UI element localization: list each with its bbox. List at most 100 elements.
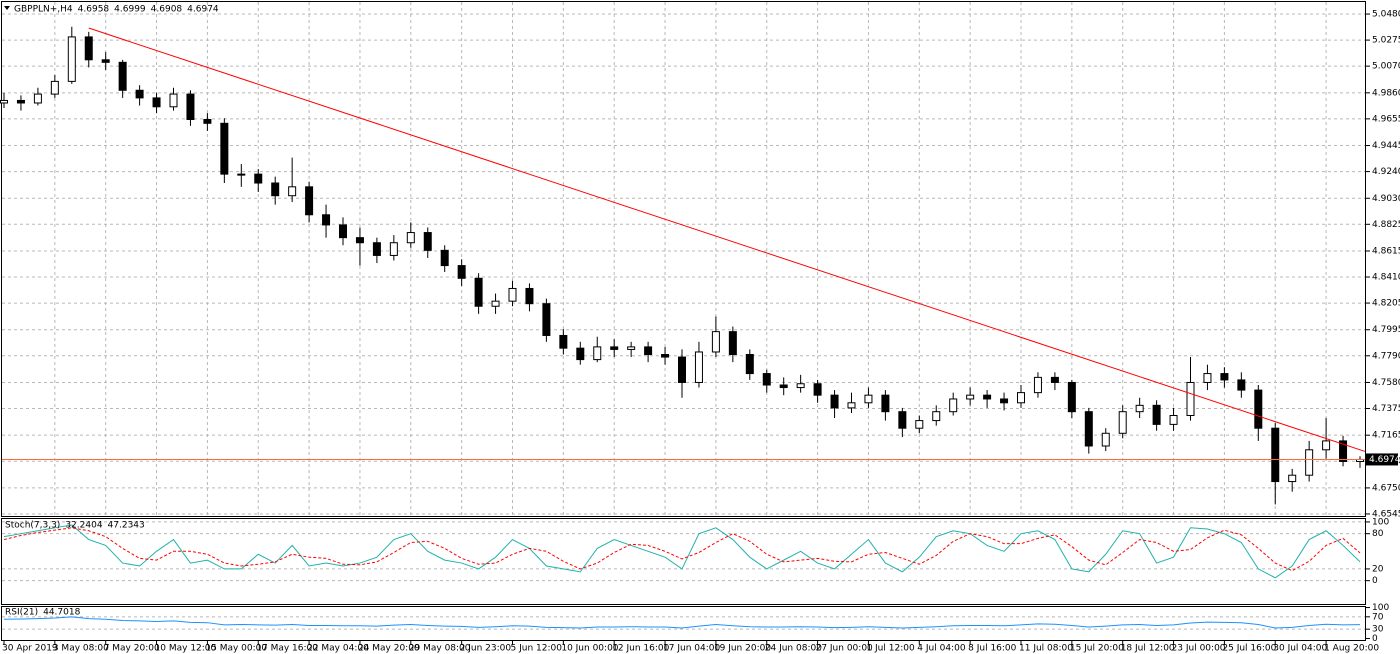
x-tick-label: 24 Jun 08:00 bbox=[765, 644, 822, 654]
menu-arrow[interactable] bbox=[4, 6, 10, 10]
candle-body bbox=[847, 402, 856, 409]
header-text: 4.6908 bbox=[151, 5, 183, 15]
y-tick-label: 4.8825 bbox=[1372, 220, 1400, 230]
candle-body bbox=[372, 242, 381, 256]
header-text: 4.6974 bbox=[187, 5, 219, 15]
y-tick-label: 4.9655 bbox=[1372, 114, 1400, 124]
candle-body bbox=[1220, 373, 1229, 381]
candle-body bbox=[16, 99, 25, 104]
x-tick-label: 23 Jul 00:00 bbox=[1172, 644, 1226, 654]
candle-body bbox=[50, 80, 59, 95]
candle-body bbox=[813, 383, 822, 396]
x-tick-label: 12 Jun 16:00 bbox=[612, 644, 669, 654]
candle-body bbox=[983, 394, 992, 400]
main-panel bbox=[1, 1, 1366, 517]
candle-body bbox=[33, 93, 42, 104]
header-text: GBPPLN+,H4 bbox=[14, 5, 73, 15]
x-tick-label: 19 Jun 20:00 bbox=[714, 644, 771, 654]
candle-body bbox=[762, 373, 771, 386]
x-tick-label: 17 Jun 04:00 bbox=[663, 644, 720, 654]
candle-body bbox=[1305, 449, 1314, 476]
candle-body bbox=[474, 277, 483, 307]
candle-body bbox=[949, 398, 958, 413]
candle-body bbox=[1152, 404, 1161, 425]
candle-body bbox=[254, 173, 263, 184]
candle-body bbox=[1084, 411, 1093, 447]
candle-body bbox=[728, 331, 737, 356]
header-text: RSI(21) bbox=[5, 608, 38, 618]
y-tick-label: 4.6545 bbox=[1372, 509, 1400, 519]
y-tick-label: 30 bbox=[1372, 625, 1384, 635]
x-tick-label: 30 Jul 04:00 bbox=[1273, 644, 1327, 654]
candle-body bbox=[288, 186, 297, 197]
candle-body bbox=[508, 287, 517, 302]
indicator-line bbox=[3, 616, 1361, 629]
x-tick-label: 24 May 20:00 bbox=[358, 644, 420, 654]
candle-body bbox=[1101, 432, 1110, 447]
y-tick-label: 4.7995 bbox=[1372, 325, 1400, 335]
header-text: 4.6999 bbox=[114, 5, 146, 15]
y-tick-label: 4.7790 bbox=[1372, 351, 1400, 361]
stoch-panel bbox=[1, 518, 1366, 605]
candle-body bbox=[186, 93, 195, 120]
y-tick-label: 4.9030 bbox=[1372, 194, 1400, 204]
x-tick-label: 22 May 04:00 bbox=[307, 644, 369, 654]
x-tick-label: 7 May 20:00 bbox=[104, 644, 160, 654]
candle-body bbox=[711, 331, 720, 353]
y-tick-label: 70 bbox=[1372, 612, 1384, 622]
y-tick-label: 4.7375 bbox=[1372, 404, 1400, 414]
candle-body bbox=[237, 173, 246, 176]
candle-body bbox=[830, 394, 839, 409]
price-box-label: 4.6974 bbox=[1369, 455, 1400, 465]
candle-body bbox=[220, 122, 229, 175]
candle-body bbox=[559, 334, 568, 349]
candle-body bbox=[881, 394, 890, 413]
y-tick-label: 4.8410 bbox=[1372, 273, 1400, 283]
candle-body bbox=[745, 354, 754, 375]
price-box bbox=[1366, 453, 1398, 466]
y-tick-label: 80 bbox=[1372, 529, 1384, 539]
candle-body bbox=[355, 237, 364, 244]
y-tick-label: 100 bbox=[1372, 517, 1389, 527]
candle-body bbox=[661, 354, 670, 358]
candle-body bbox=[271, 182, 280, 197]
x-tick-label: 3 May 08:00 bbox=[53, 644, 109, 654]
candle-body bbox=[491, 300, 500, 307]
candle-body bbox=[440, 249, 449, 267]
y-tick-label: 100 bbox=[1372, 603, 1389, 613]
y-tick-label: 4.7580 bbox=[1372, 378, 1400, 388]
candle-body bbox=[1017, 392, 1025, 404]
y-tick-label: 4.8615 bbox=[1372, 246, 1400, 256]
y-tick-label: 0 bbox=[1372, 634, 1378, 644]
candle-body bbox=[339, 224, 347, 239]
candle-body bbox=[627, 346, 636, 350]
candle-body bbox=[1237, 379, 1246, 391]
header-text: 32.2404 bbox=[65, 521, 102, 531]
candle-body bbox=[1322, 440, 1331, 451]
y-tick-label: 5.0480 bbox=[1372, 10, 1400, 20]
x-tick-label: 17 May 16:00 bbox=[256, 644, 318, 654]
candle-body bbox=[457, 265, 466, 279]
candle-body bbox=[84, 36, 93, 61]
candle-body bbox=[423, 232, 432, 251]
candle-body bbox=[779, 384, 788, 389]
candle-body bbox=[1203, 373, 1212, 383]
candle-body bbox=[1186, 381, 1195, 416]
x-tick-label: 29 May 08:00 bbox=[409, 644, 471, 654]
candle-body bbox=[1067, 381, 1076, 413]
x-tick-label: 25 Jul 16:00 bbox=[1222, 644, 1276, 654]
candle-body bbox=[1118, 411, 1127, 434]
candle-body bbox=[593, 346, 602, 361]
candle-body bbox=[610, 346, 619, 350]
candle-body bbox=[644, 346, 653, 356]
candle-body bbox=[1135, 404, 1144, 413]
y-tick-label: 4.9445 bbox=[1372, 141, 1400, 151]
x-tick-label: 30 Apr 2019 bbox=[2, 644, 58, 654]
x-tick-label: 15 May 00:00 bbox=[205, 644, 267, 654]
candle-body bbox=[864, 394, 873, 404]
candle-body bbox=[1288, 474, 1297, 483]
candle-body bbox=[322, 214, 331, 226]
